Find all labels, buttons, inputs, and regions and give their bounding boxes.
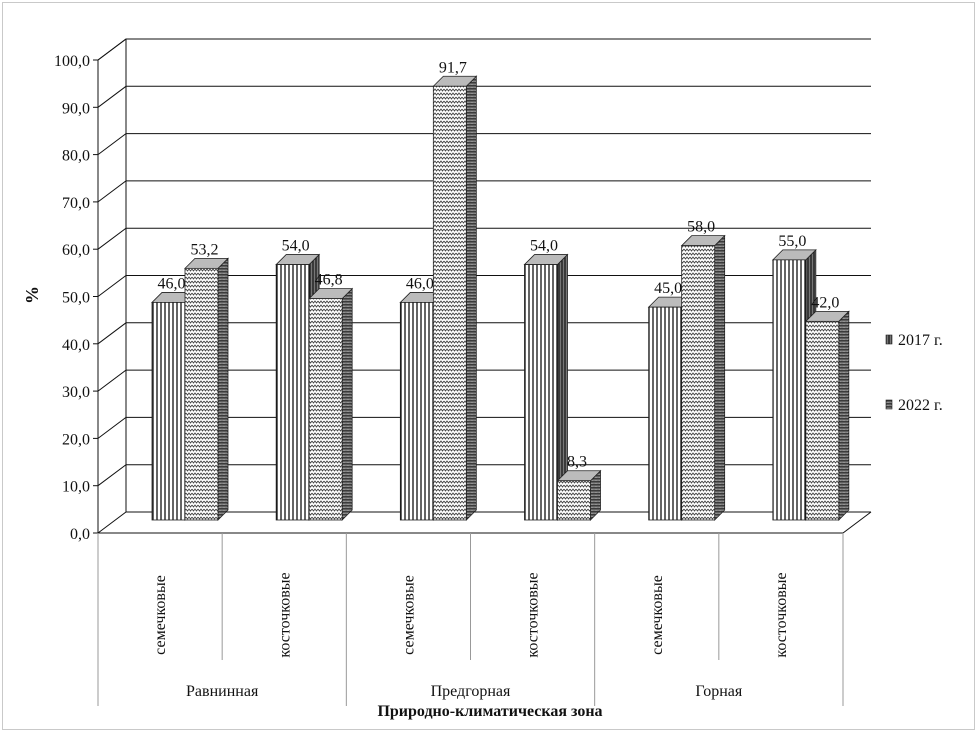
bar-side: [838, 310, 850, 521]
data-label: 45,0: [654, 280, 682, 297]
bar-2022: [681, 245, 716, 521]
grid-layer: [93, 38, 872, 706]
group-label: Предгорная: [431, 683, 511, 700]
gridline: [97, 511, 871, 534]
bar-side: [714, 234, 726, 521]
category-label: косточковые: [773, 572, 790, 657]
y-tick-label: 80,0: [62, 148, 90, 165]
group-label: Горная: [695, 683, 743, 700]
data-label: 53,2: [191, 241, 219, 258]
data-label: 8,3: [567, 454, 587, 471]
group-label: Равнинная: [186, 683, 259, 700]
category-label: косточковые: [525, 572, 542, 657]
gridline: [97, 275, 871, 297]
legend-label: 2022 г.: [898, 397, 943, 414]
category-label: семечковые: [400, 575, 417, 655]
legend-label: 2017 г.: [898, 332, 943, 349]
y-tick-label: 0,0: [70, 526, 90, 543]
y-tick-label: 70,0: [62, 195, 90, 212]
category-label: семечковые: [152, 575, 169, 655]
bar-2022: [805, 320, 840, 521]
data-label: 58,0: [687, 219, 715, 236]
data-label: 46,0: [406, 275, 434, 292]
y-tick-label: 60,0: [62, 242, 90, 259]
bar-2017: [399, 302, 434, 521]
y-tick-label: 100,0: [54, 53, 90, 70]
data-label: 54,0: [530, 238, 558, 255]
bar-side: [465, 75, 477, 521]
gridline: [97, 133, 871, 155]
data-label: 46,8: [315, 272, 343, 289]
gridline: [97, 369, 871, 392]
gridline: [97, 322, 871, 345]
x-axis-title: Природно-климатическая зона: [377, 703, 602, 720]
bar-2022: [557, 480, 591, 521]
category-label: косточковые: [276, 572, 293, 657]
gridline: [97, 464, 871, 487]
data-label: 46,0: [158, 275, 186, 292]
gridline: [97, 416, 871, 439]
bar-2017: [772, 259, 807, 521]
category-label: семечковые: [649, 575, 666, 655]
y-axis-title: %: [22, 286, 42, 304]
text-layer: 0,0 10,0 20,0 30,0 40,0 50,0 60,0 70,0 80,0 90,0 1…: [22, 53, 943, 720]
legend-swatch-0: [885, 334, 893, 345]
gridline: [97, 38, 871, 61]
y-tick-label: 50,0: [62, 290, 90, 307]
bar-2017: [648, 306, 683, 521]
y-tick-label: 20,0: [62, 431, 90, 448]
data-label: 42,0: [811, 294, 839, 311]
y-tick-label: 90,0: [62, 100, 90, 117]
data-label: 91,7: [439, 59, 467, 76]
y-tick-label: 10,0: [62, 479, 90, 496]
gridline: [97, 180, 871, 203]
bar-2017: [151, 302, 186, 521]
bar-2017: [275, 264, 310, 521]
bar-side: [341, 287, 353, 521]
gridline: [97, 227, 871, 250]
bars-layer: [151, 75, 850, 521]
legend-swatch-1: [885, 399, 893, 410]
data-label: 54,0: [282, 238, 310, 255]
data-label: 55,0: [778, 233, 806, 250]
bar-2022: [184, 267, 219, 521]
bar-2017: [524, 264, 558, 521]
bar-2022: [432, 85, 467, 521]
bar-2022: [308, 298, 343, 521]
bar-side: [217, 257, 229, 521]
gridline: [97, 85, 871, 108]
y-tick-label: 40,0: [62, 337, 90, 354]
y-tick-label: 30,0: [62, 384, 90, 401]
